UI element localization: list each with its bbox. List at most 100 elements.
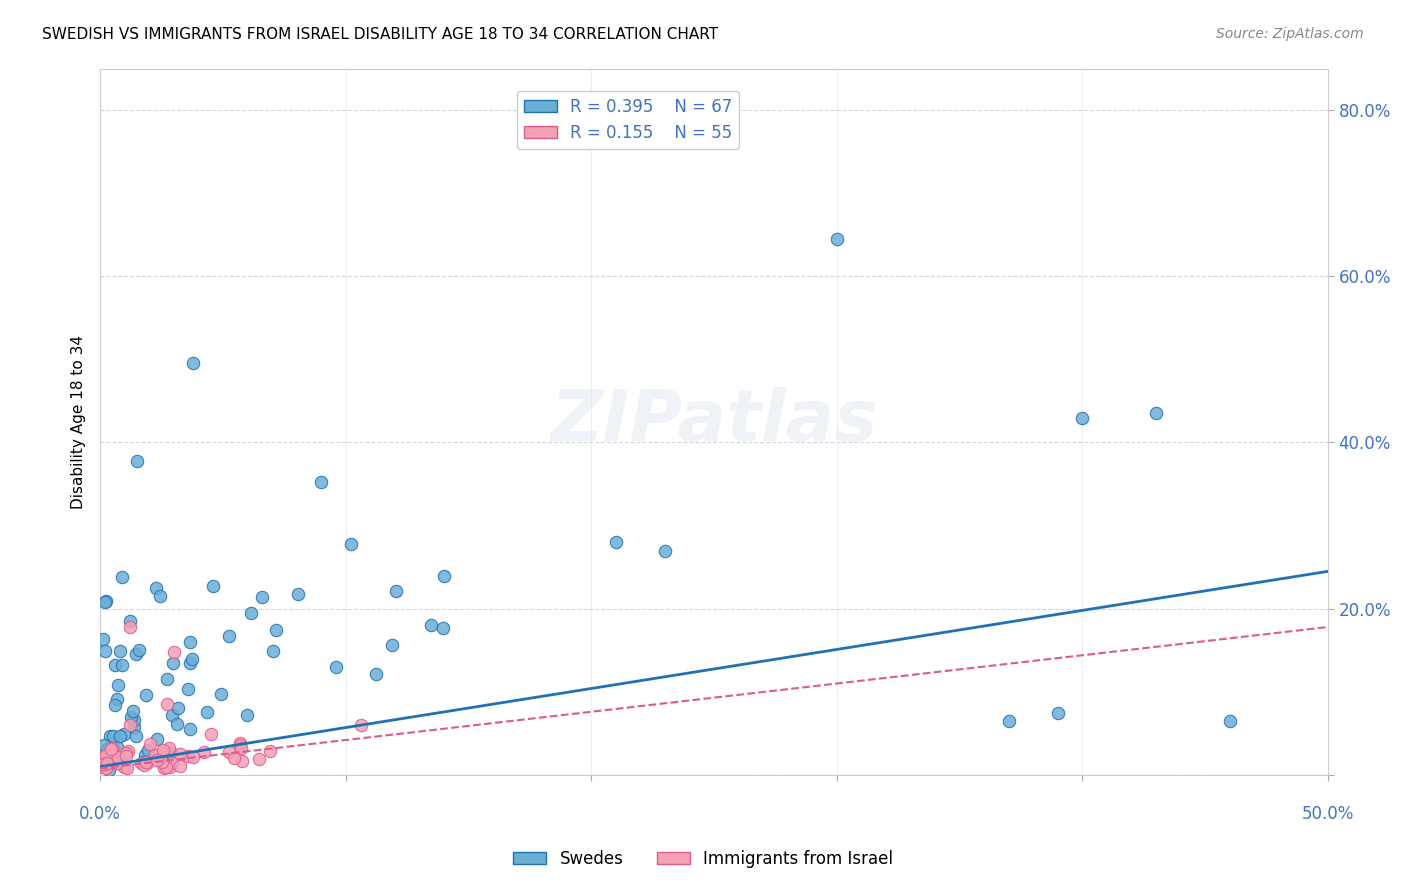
Point	[433, 569, 456, 583]
Point	[118, 620, 141, 634]
Point	[120, 709, 142, 723]
Point	[177, 682, 200, 697]
Point	[166, 701, 188, 715]
Point	[101, 740, 124, 755]
Point	[152, 761, 174, 775]
Point	[128, 643, 150, 657]
Point	[825, 232, 848, 246]
Point	[350, 718, 373, 732]
Point	[105, 750, 128, 764]
Point	[136, 756, 159, 770]
Point	[104, 658, 127, 673]
Point	[181, 652, 204, 666]
Point	[240, 607, 263, 621]
Point	[247, 752, 270, 766]
Point	[152, 743, 174, 757]
Point	[134, 758, 156, 772]
Point	[96, 756, 118, 771]
Text: 0.0%: 0.0%	[79, 805, 121, 823]
Point	[138, 743, 160, 757]
Point	[146, 753, 169, 767]
Point	[605, 535, 627, 549]
Point	[200, 727, 222, 741]
Point	[181, 750, 204, 764]
Point	[156, 697, 179, 711]
Point	[177, 749, 200, 764]
Point	[108, 729, 131, 743]
Point	[157, 741, 180, 756]
Point	[139, 737, 162, 751]
Point	[385, 583, 408, 598]
Point	[132, 756, 155, 770]
Point	[195, 705, 218, 719]
Point	[229, 741, 252, 756]
Point	[114, 746, 136, 760]
Point	[149, 589, 172, 603]
Point	[131, 756, 153, 770]
Point	[111, 658, 134, 673]
Point	[231, 754, 253, 768]
Point	[110, 570, 132, 584]
Point	[263, 644, 285, 658]
Point	[166, 716, 188, 731]
Point	[135, 755, 157, 769]
Point	[94, 595, 117, 609]
Point	[169, 747, 191, 762]
Point	[105, 748, 128, 763]
Point	[98, 729, 121, 743]
Point	[96, 741, 118, 756]
Point	[218, 630, 240, 644]
Point	[125, 647, 148, 661]
Point	[121, 704, 143, 718]
Point	[94, 762, 117, 776]
Point	[155, 760, 177, 774]
Point	[118, 614, 141, 628]
Point	[160, 756, 183, 771]
Point	[105, 756, 128, 771]
Point	[122, 720, 145, 734]
Point	[420, 618, 443, 632]
Text: 50.0%: 50.0%	[1302, 805, 1354, 823]
Point	[1046, 706, 1069, 720]
Point	[432, 620, 454, 634]
Point	[259, 744, 281, 758]
Point	[381, 638, 404, 652]
Point	[235, 708, 257, 723]
Text: Source: ZipAtlas.com: Source: ZipAtlas.com	[1216, 27, 1364, 41]
Point	[143, 748, 166, 763]
Point	[122, 713, 145, 727]
Point	[325, 660, 347, 674]
Point	[115, 761, 138, 775]
Point	[252, 590, 274, 604]
Point	[150, 746, 173, 760]
Point	[287, 587, 309, 601]
Point	[229, 736, 252, 750]
Point	[193, 745, 215, 759]
Point	[105, 739, 128, 754]
Point	[1219, 714, 1241, 728]
Point	[364, 666, 387, 681]
Point	[150, 755, 173, 769]
Text: SWEDISH VS IMMIGRANTS FROM ISRAEL DISABILITY AGE 18 TO 34 CORRELATION CHART: SWEDISH VS IMMIGRANTS FROM ISRAEL DISABI…	[42, 27, 718, 42]
Point	[94, 593, 117, 607]
Point	[218, 746, 240, 760]
Point	[150, 747, 173, 762]
Point	[169, 759, 191, 773]
Point	[91, 632, 114, 647]
Point	[209, 687, 232, 701]
Point	[100, 742, 122, 756]
Point	[145, 581, 167, 595]
Point	[229, 738, 252, 752]
Point	[93, 644, 115, 658]
Point	[108, 754, 131, 768]
Point	[96, 756, 118, 771]
Point	[93, 738, 115, 752]
Point	[120, 718, 142, 732]
Point	[134, 748, 156, 763]
Point	[94, 751, 117, 765]
Point	[181, 356, 204, 370]
Legend: R = 0.395    N = 67, R = 0.155    N = 55: R = 0.395 N = 67, R = 0.155 N = 55	[517, 91, 740, 149]
Point	[179, 635, 201, 649]
Point	[117, 744, 139, 758]
Point	[112, 760, 135, 774]
